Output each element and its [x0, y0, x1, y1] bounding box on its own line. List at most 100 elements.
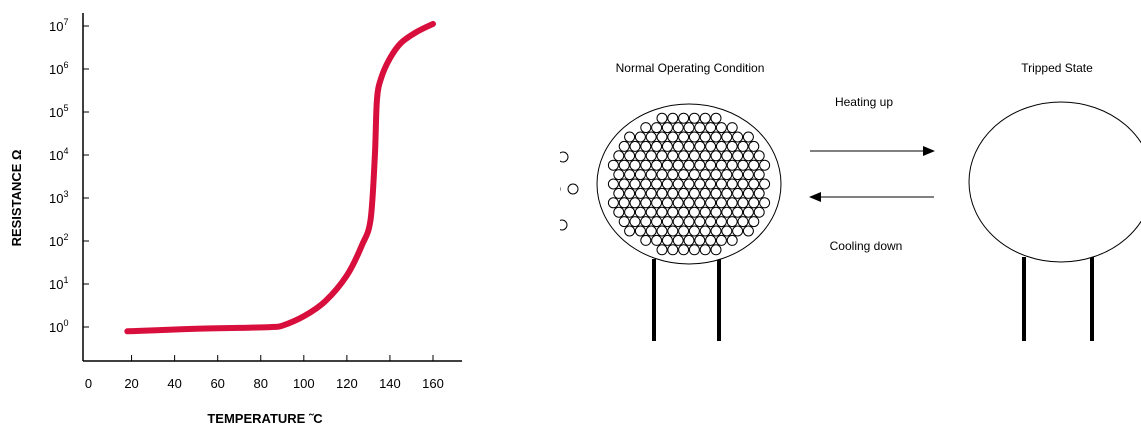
conductive-particle	[634, 150, 646, 162]
conductive-particle	[705, 234, 717, 246]
resistance-temperature-chart: 100 101 102 103 104 105 106 107 0 20 40 60 80 100 120…	[9, 13, 462, 426]
conductive-particle	[672, 140, 684, 152]
conductive-particle	[759, 178, 771, 190]
conductive-particle	[683, 140, 695, 152]
conductive-particle	[721, 150, 733, 162]
normal-device	[596, 103, 782, 341]
conductive-particle	[742, 187, 754, 199]
y-tick-label: 103	[49, 189, 68, 206]
conductive-particle	[661, 197, 673, 209]
conductive-particle	[618, 178, 630, 190]
conductive-particle	[726, 122, 738, 134]
conductive-particle	[699, 187, 711, 199]
conductive-particle	[661, 122, 673, 134]
conductive-particle	[656, 187, 668, 199]
conductive-particle	[672, 159, 684, 171]
conductive-particle	[624, 225, 636, 237]
conductive-particle	[651, 234, 663, 246]
conductive-particle	[742, 225, 754, 237]
conductive-particle	[732, 187, 744, 199]
conductive-particle	[699, 206, 711, 218]
conductive-particle	[678, 187, 690, 199]
conductive-particle	[634, 131, 646, 143]
conductive-particle	[694, 216, 706, 228]
conductive-particle	[732, 169, 744, 181]
conductive-particle	[618, 197, 630, 209]
conductive-particle	[651, 140, 663, 152]
conductive-particle	[694, 122, 706, 134]
y-tick-label: 101	[49, 275, 68, 292]
conductive-particle	[737, 140, 749, 152]
conductive-particle	[715, 216, 727, 228]
conductive-particle	[656, 150, 668, 162]
conductive-particle	[732, 150, 744, 162]
conductive-particle	[607, 178, 619, 190]
conductive-particle	[759, 159, 771, 171]
conductive-particle	[748, 178, 760, 190]
conductive-particle	[688, 112, 700, 124]
conductive-particle	[748, 197, 760, 209]
x-tick-label: 60	[210, 376, 224, 391]
x-tick-group: 0 20 40 60 80 100 120 140 160	[85, 355, 444, 391]
conductive-particle	[640, 140, 652, 152]
conductive-particle	[634, 206, 646, 218]
conductive-particle	[634, 225, 646, 237]
conductive-particle	[667, 244, 679, 256]
conductive-particle	[678, 169, 690, 181]
conductive-particle	[710, 150, 722, 162]
conductive-particle	[656, 206, 668, 218]
conductive-particle	[560, 219, 568, 231]
conductive-particle	[629, 178, 641, 190]
conductive-particle	[624, 150, 636, 162]
conductive-particle	[651, 122, 663, 134]
conductive-particle	[688, 206, 700, 218]
conductive-particle	[645, 206, 657, 218]
conductive-particle	[715, 197, 727, 209]
heating-up-label: Heating up	[835, 95, 893, 109]
x-tick-label: 0	[85, 376, 92, 391]
conductive-particle	[742, 150, 754, 162]
conductive-particle	[672, 234, 684, 246]
conductive-particle	[705, 197, 717, 209]
conductive-particle	[618, 216, 630, 228]
conductive-particle	[640, 178, 652, 190]
conductive-particle	[672, 197, 684, 209]
y-tick-label: 104	[49, 146, 68, 163]
normal-condition-title: Normal Operating Condition	[616, 61, 765, 75]
conductive-particle	[667, 131, 679, 143]
conductive-particle	[699, 169, 711, 181]
x-tick-label: 140	[379, 376, 401, 391]
conductive-particle	[742, 131, 754, 143]
conductive-particle	[672, 178, 684, 190]
conductive-particle	[688, 244, 700, 256]
conductive-particle	[737, 178, 749, 190]
conductive-particle	[645, 150, 657, 162]
conductive-particle	[667, 112, 679, 124]
conductive-particle	[678, 112, 690, 124]
conductive-particle	[753, 150, 765, 162]
tripped-particle-group	[560, 151, 579, 231]
conductive-particle	[629, 159, 641, 171]
conductive-particle	[678, 244, 690, 256]
conductive-particle	[753, 169, 765, 181]
conductive-particle	[624, 187, 636, 199]
conductive-particle	[721, 206, 733, 218]
conductive-particle	[618, 159, 630, 171]
conductive-particle	[629, 197, 641, 209]
conductive-particle	[683, 159, 695, 171]
conductive-particle	[624, 131, 636, 143]
conductive-particle	[613, 187, 625, 199]
conductive-particle	[715, 159, 727, 171]
conductive-particle	[651, 216, 663, 228]
x-tick-label: 160	[422, 376, 444, 391]
conductive-particle	[694, 159, 706, 171]
x-tick-label: 120	[336, 376, 358, 391]
conductive-particle	[726, 216, 738, 228]
conductive-particle	[699, 112, 711, 124]
chart-axes	[82, 13, 462, 362]
conductive-particle	[640, 197, 652, 209]
conductive-particle	[651, 197, 663, 209]
conductive-particle	[667, 150, 679, 162]
conductive-particle	[705, 178, 717, 190]
y-tick-label: 100	[49, 318, 68, 335]
